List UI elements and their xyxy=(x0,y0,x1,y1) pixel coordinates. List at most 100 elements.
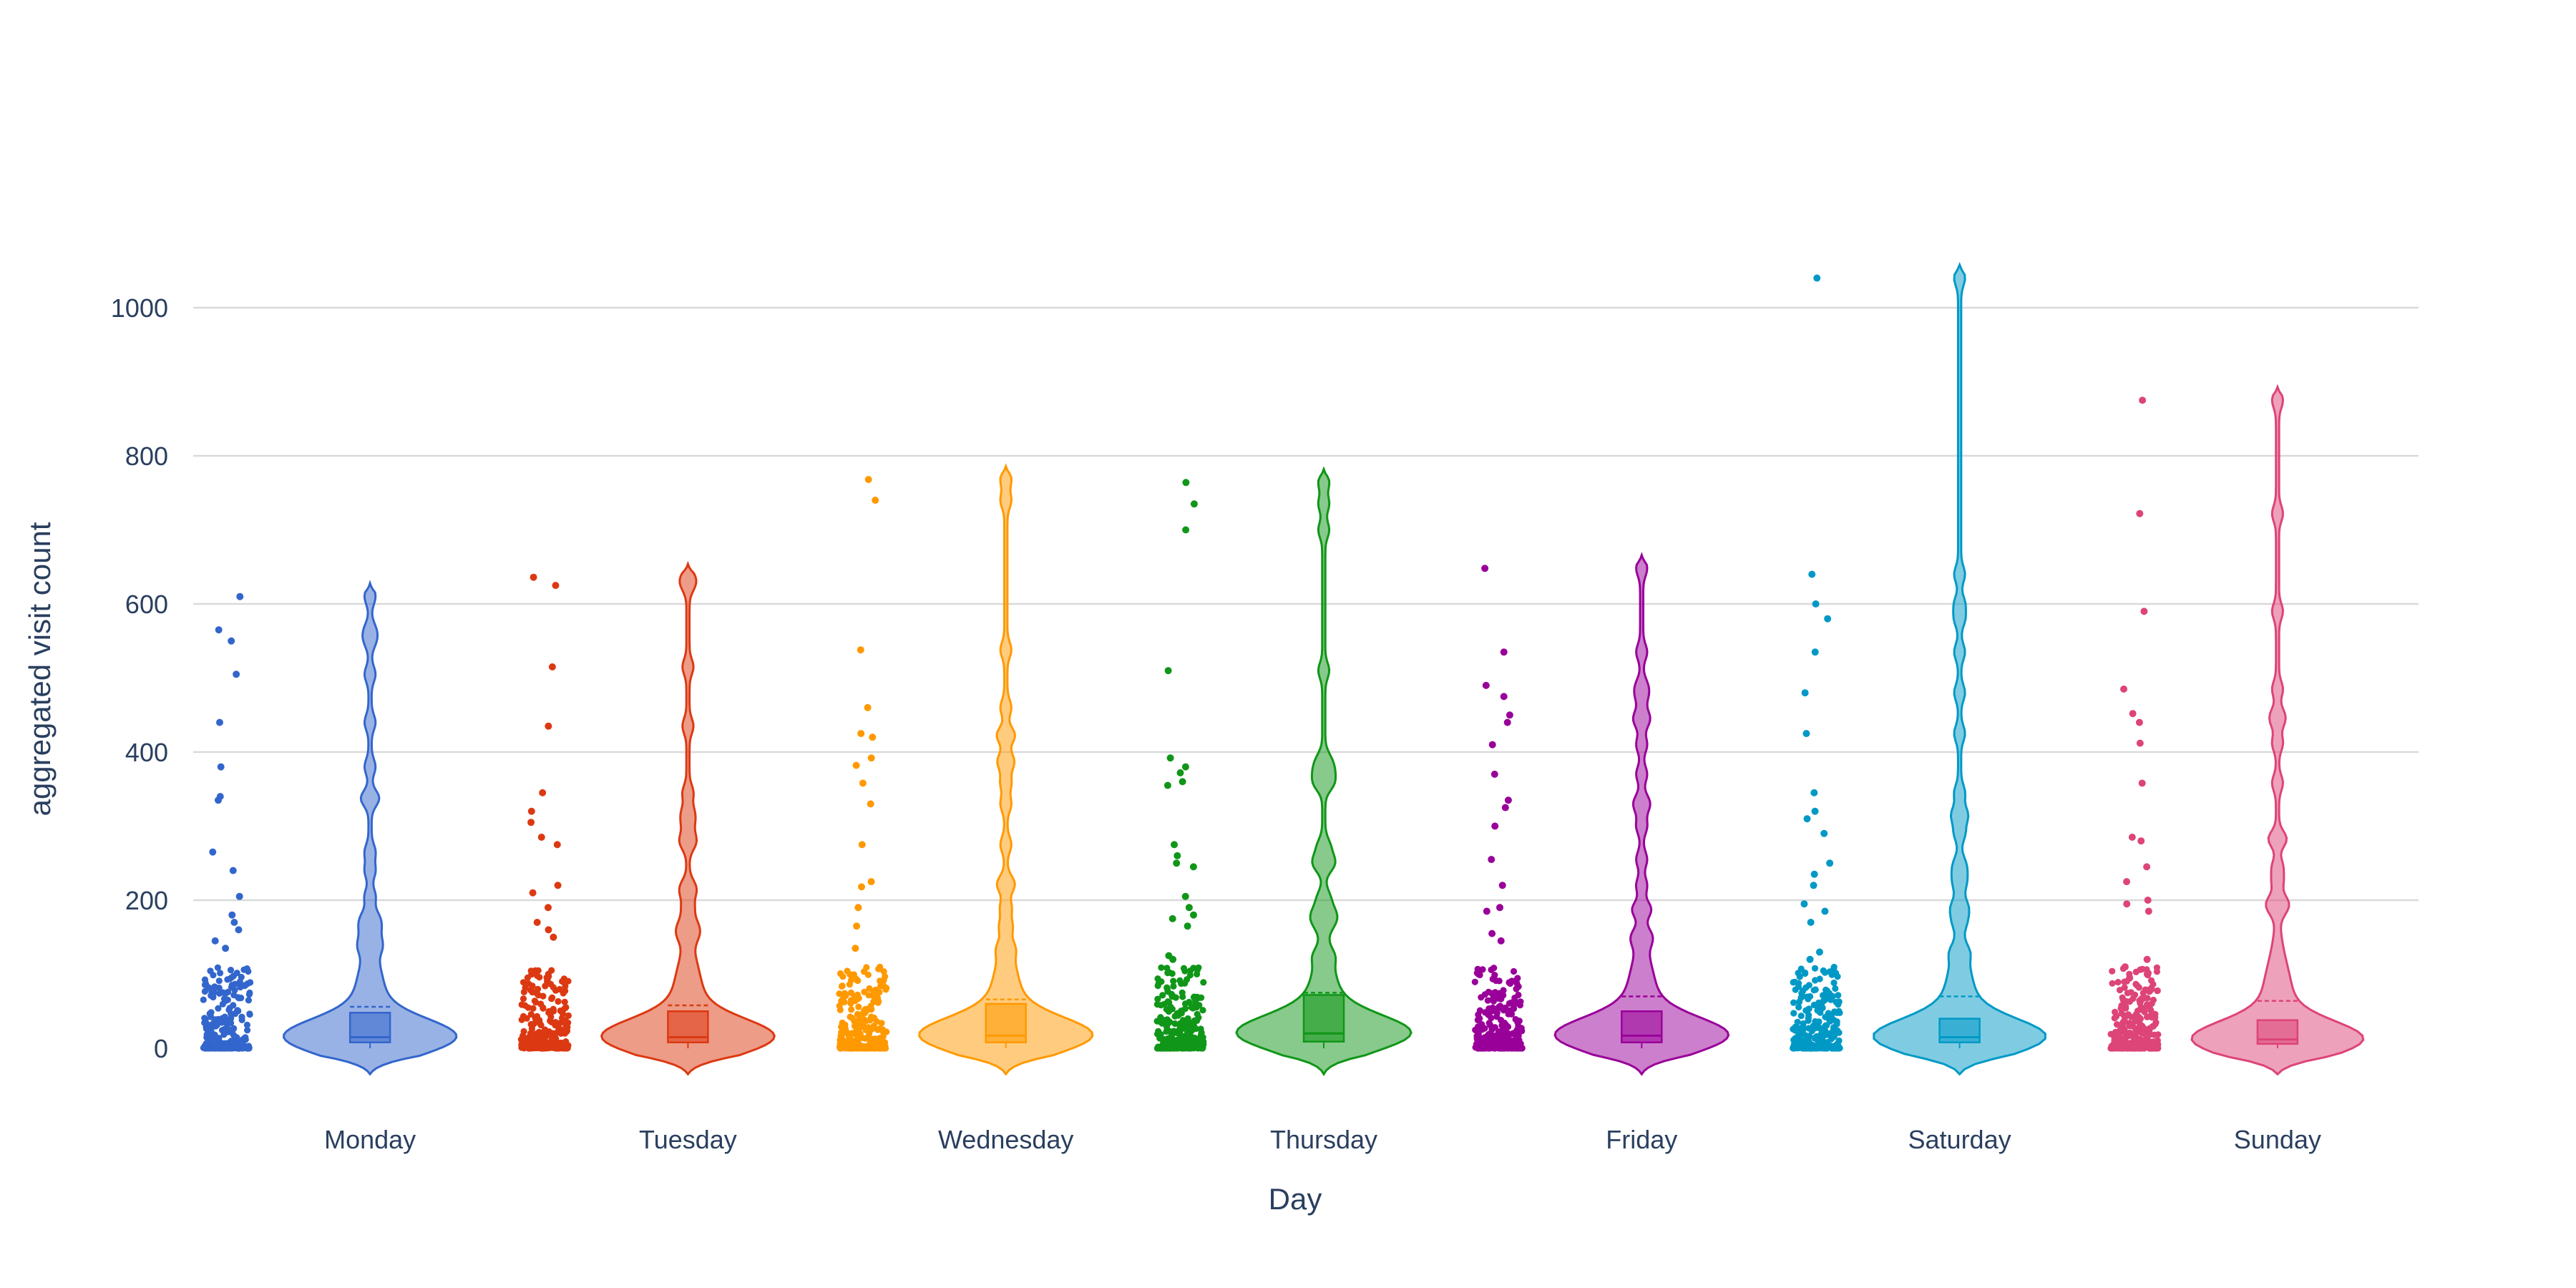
outlier-point xyxy=(1481,565,1489,572)
point xyxy=(527,1020,535,1028)
point xyxy=(1821,969,1828,976)
grid-lines xyxy=(193,306,2419,902)
point xyxy=(1510,967,1518,975)
point xyxy=(247,979,254,986)
outlier-point xyxy=(1813,274,1821,282)
point xyxy=(883,985,890,992)
point xyxy=(240,966,248,973)
outlier-point xyxy=(1190,500,1198,508)
point xyxy=(1498,1032,1505,1039)
point xyxy=(1485,1011,1492,1018)
point xyxy=(2140,990,2147,997)
point xyxy=(1805,1012,1813,1019)
outlier-point xyxy=(548,663,556,670)
point xyxy=(2138,1006,2145,1013)
point xyxy=(1158,964,1165,971)
outlier-point xyxy=(853,922,861,930)
point xyxy=(549,994,556,1001)
point xyxy=(880,1044,887,1052)
point xyxy=(1190,1020,1197,1028)
point xyxy=(1179,989,1186,996)
outlier-point xyxy=(529,889,537,897)
point xyxy=(2113,1021,2121,1028)
outlier-point xyxy=(2129,710,2137,718)
outlier-point xyxy=(852,945,859,952)
outlier-point xyxy=(1820,829,1828,837)
outlier-point xyxy=(867,878,875,886)
outlier-point xyxy=(1498,882,1506,889)
y-axis-ticks: 0 200 400 600 800 1000 xyxy=(111,293,168,1063)
outlier-point xyxy=(527,807,535,815)
point xyxy=(1819,1029,1826,1036)
point xyxy=(246,1011,253,1018)
point xyxy=(1827,996,1835,1003)
point xyxy=(1177,1020,1184,1027)
box-iqr xyxy=(1938,1018,1981,1043)
point xyxy=(836,1002,843,1010)
outlier-point xyxy=(1810,882,1818,889)
point xyxy=(1795,1003,1802,1011)
point xyxy=(555,997,562,1005)
point xyxy=(1496,1043,1503,1050)
point xyxy=(1790,1010,1797,1017)
point xyxy=(1830,979,1838,987)
points xyxy=(200,592,254,1052)
outlier-point xyxy=(857,730,865,738)
outlier-point xyxy=(1173,859,1181,867)
outlier-point xyxy=(1190,911,1197,919)
point xyxy=(561,998,568,1005)
point xyxy=(1176,977,1184,984)
outlier-point xyxy=(852,761,860,769)
outlier-point xyxy=(216,718,223,726)
point xyxy=(854,1010,862,1018)
point xyxy=(2150,980,2157,988)
outlier-point xyxy=(550,933,557,941)
outlier-point xyxy=(867,800,874,808)
point xyxy=(1485,1044,1492,1051)
point xyxy=(879,1033,887,1040)
x-tick-label: Wednesday xyxy=(938,1125,1073,1154)
point xyxy=(1471,978,1478,985)
outlier-point xyxy=(1812,600,1820,608)
point xyxy=(1189,1005,1196,1012)
outlier-point xyxy=(1506,711,1513,719)
point xyxy=(1800,1024,1807,1031)
point xyxy=(1186,1041,1194,1048)
point xyxy=(1181,967,1189,975)
violins xyxy=(200,262,2365,1076)
point xyxy=(1167,1045,1174,1052)
point xyxy=(1797,1013,1805,1020)
point xyxy=(1154,995,1161,1002)
point xyxy=(201,981,209,988)
points xyxy=(836,476,890,1052)
point xyxy=(2116,987,2124,994)
point xyxy=(1476,1015,1483,1022)
point xyxy=(1170,982,1177,990)
outlier-point xyxy=(864,703,872,711)
outlier-point xyxy=(1824,615,1832,623)
outlier-point xyxy=(864,476,872,484)
point xyxy=(1506,1040,1513,1047)
point xyxy=(210,972,217,979)
point xyxy=(865,1028,872,1035)
violin-wednesday xyxy=(836,463,1094,1076)
point xyxy=(228,1015,235,1022)
x-tick-label: Monday xyxy=(324,1125,416,1154)
outlier-point xyxy=(1163,781,1171,789)
point xyxy=(1162,1040,1169,1047)
point xyxy=(548,1035,555,1043)
outlier-point xyxy=(854,904,862,912)
outlier-point xyxy=(1497,937,1505,945)
point xyxy=(2108,1045,2115,1052)
outlier-point xyxy=(2123,878,2130,886)
outlier-point xyxy=(1164,667,1172,675)
point xyxy=(2114,979,2122,986)
outlier-point xyxy=(545,926,552,934)
outlier-point xyxy=(2136,739,2144,747)
point xyxy=(1822,1013,1829,1020)
point xyxy=(879,1028,887,1035)
point xyxy=(1496,1002,1504,1010)
point xyxy=(1835,992,1842,999)
point xyxy=(559,977,566,985)
point xyxy=(557,1007,564,1015)
